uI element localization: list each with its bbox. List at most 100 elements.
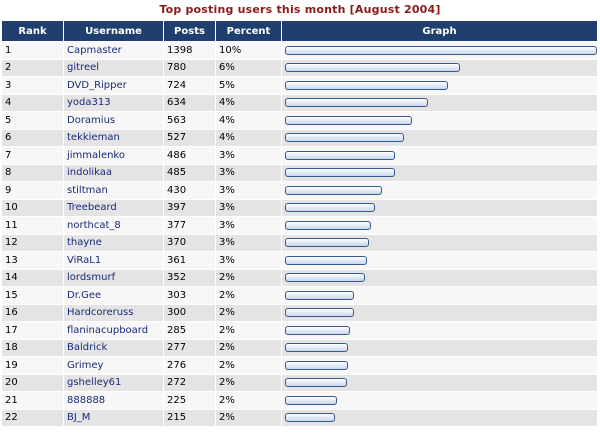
post-count-bar xyxy=(285,203,375,213)
username-link[interactable]: indolikaa xyxy=(63,163,164,182)
percent-cell: 3% xyxy=(215,216,282,235)
post-count-bar xyxy=(285,220,371,230)
username-link[interactable]: Treebeard xyxy=(63,198,164,217)
graph-cell xyxy=(281,303,598,322)
username-link[interactable]: gshelley61 xyxy=(63,373,164,392)
posts-cell: 277 xyxy=(163,338,216,357)
username-link[interactable]: ViRaL1 xyxy=(63,251,164,270)
username-link[interactable]: lordsmurf xyxy=(63,268,164,287)
rank-cell: 17 xyxy=(1,321,64,340)
table-row: 4 yoda313 634 4% xyxy=(1,93,598,112)
rank-cell: 7 xyxy=(1,146,64,165)
graph-cell xyxy=(281,76,598,95)
graph-cell xyxy=(281,391,598,410)
posts-cell: 724 xyxy=(163,76,216,95)
percent-cell: 3% xyxy=(215,233,282,252)
username-link[interactable]: yoda313 xyxy=(63,93,164,112)
graph-cell xyxy=(281,216,598,235)
graph-cell xyxy=(281,198,598,217)
username-link[interactable]: Baldrick xyxy=(63,338,164,357)
table-row: 8 indolikaa 485 3% xyxy=(1,163,598,182)
percent-cell: 2% xyxy=(215,408,282,427)
username-link[interactable]: 888888 xyxy=(63,391,164,410)
rank-cell: 1 xyxy=(1,41,64,60)
post-count-bar xyxy=(285,150,395,160)
graph-cell xyxy=(281,286,598,305)
posts-column-header: Posts xyxy=(163,20,216,42)
username-link[interactable]: Hardcoreruss xyxy=(63,303,164,322)
username-column-header: Username xyxy=(63,20,164,42)
rank-cell: 15 xyxy=(1,286,64,305)
graph-cell xyxy=(281,146,598,165)
username-link[interactable]: DVD_Ripper xyxy=(63,76,164,95)
posts-cell: 300 xyxy=(163,303,216,322)
rank-cell: 11 xyxy=(1,216,64,235)
graph-cell xyxy=(281,58,598,77)
username-link[interactable]: Grimey xyxy=(63,356,164,375)
posts-cell: 1398 xyxy=(163,41,216,60)
table-row: 18 Baldrick 277 2% xyxy=(1,338,598,357)
rank-cell: 8 xyxy=(1,163,64,182)
table-row: 1 Capmaster 1398 10% xyxy=(1,41,598,60)
percent-cell: 3% xyxy=(215,251,282,270)
graph-cell xyxy=(281,373,598,392)
percent-cell: 3% xyxy=(215,146,282,165)
graph-cell xyxy=(281,338,598,357)
table-row: 17 flaninacupboard 285 2% xyxy=(1,321,598,340)
post-count-bar xyxy=(285,238,369,248)
username-link[interactable]: Dr.Gee xyxy=(63,286,164,305)
rank-cell: 18 xyxy=(1,338,64,357)
percent-cell: 10% xyxy=(215,41,282,60)
rank-cell: 14 xyxy=(1,268,64,287)
percent-cell: 3% xyxy=(215,181,282,200)
graph-cell xyxy=(281,251,598,270)
username-link[interactable]: Doramius xyxy=(63,111,164,130)
username-link[interactable]: stiltman xyxy=(63,181,164,200)
percent-cell: 2% xyxy=(215,391,282,410)
post-count-bar xyxy=(285,395,337,405)
posts-cell: 377 xyxy=(163,216,216,235)
posts-cell: 352 xyxy=(163,268,216,287)
rank-cell: 20 xyxy=(1,373,64,392)
posts-cell: 780 xyxy=(163,58,216,77)
username-link[interactable]: thayne xyxy=(63,233,164,252)
username-link[interactable]: gitreel xyxy=(63,58,164,77)
post-count-bar xyxy=(285,80,448,90)
percent-column-header: Percent xyxy=(215,20,282,42)
top-posters-table: Rank Username Posts Percent Graph 1 Capma… xyxy=(1,20,598,427)
table-header-row: Rank Username Posts Percent Graph xyxy=(1,20,598,42)
table-row: 6 tekkieman 527 4% xyxy=(1,128,598,147)
graph-cell xyxy=(281,321,598,340)
username-link[interactable]: BJ_M xyxy=(63,408,164,427)
username-link[interactable]: tekkieman xyxy=(63,128,164,147)
percent-cell: 2% xyxy=(215,356,282,375)
post-count-bar xyxy=(285,185,382,195)
post-count-bar xyxy=(285,290,354,300)
posts-cell: 361 xyxy=(163,251,216,270)
graph-cell xyxy=(281,356,598,375)
username-link[interactable]: Capmaster xyxy=(63,41,164,60)
username-link[interactable]: flaninacupboard xyxy=(63,321,164,340)
percent-cell: 4% xyxy=(215,111,282,130)
graph-cell xyxy=(281,233,598,252)
post-count-bar xyxy=(285,133,404,143)
rank-cell: 10 xyxy=(1,198,64,217)
rank-cell: 2 xyxy=(1,58,64,77)
percent-cell: 2% xyxy=(215,321,282,340)
table-row: 10 Treebeard 397 3% xyxy=(1,198,598,217)
rank-cell: 5 xyxy=(1,111,64,130)
username-link[interactable]: northcat_8 xyxy=(63,216,164,235)
graph-cell xyxy=(281,408,598,427)
post-count-bar xyxy=(285,45,597,55)
percent-cell: 4% xyxy=(215,93,282,112)
graph-cell xyxy=(281,181,598,200)
table-row: 15 Dr.Gee 303 2% xyxy=(1,286,598,305)
posts-cell: 634 xyxy=(163,93,216,112)
post-count-bar xyxy=(285,378,347,388)
rank-cell: 4 xyxy=(1,93,64,112)
rank-cell: 3 xyxy=(1,76,64,95)
graph-cell xyxy=(281,93,598,112)
table-row: 16 Hardcoreruss 300 2% xyxy=(1,303,598,322)
username-link[interactable]: jimmalenko xyxy=(63,146,164,165)
post-count-bar xyxy=(285,168,395,178)
